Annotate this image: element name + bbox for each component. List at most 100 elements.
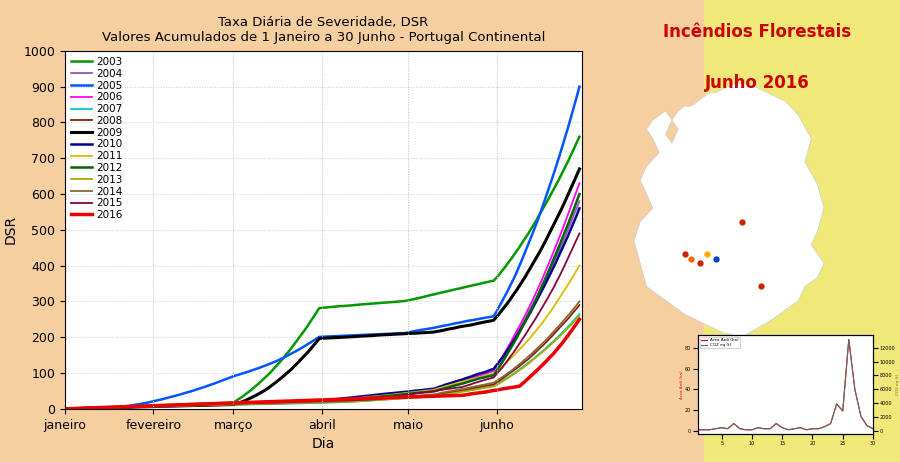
2016	[59, 406, 70, 412]
2016	[103, 405, 113, 410]
2015	[59, 406, 70, 412]
2010	[308, 399, 319, 404]
Line: 2007: 2007	[65, 314, 580, 409]
2012	[305, 398, 316, 404]
2008	[485, 382, 496, 388]
Y-axis label: CO2 eq (t): CO2 eq (t)	[896, 374, 900, 395]
2005	[103, 405, 113, 410]
Line: 2005: 2005	[65, 86, 580, 409]
2007	[59, 406, 70, 412]
2014	[308, 399, 319, 405]
2013	[103, 405, 113, 410]
2009	[103, 405, 113, 411]
2007	[137, 404, 148, 410]
Text: Taxa Diária de Severidade, DSR
Valores Acumulados de 1 Janeiro a 30 Junho - Port: Taxa Diária de Severidade, DSR Valores A…	[102, 16, 545, 44]
2011	[59, 406, 70, 412]
2016	[308, 397, 319, 403]
2008	[305, 400, 316, 405]
2012	[103, 404, 113, 410]
Text: Junho 2016: Junho 2016	[705, 74, 810, 92]
2012	[572, 199, 582, 205]
2007	[305, 401, 316, 406]
2013	[305, 400, 316, 406]
2013	[308, 400, 319, 406]
2007	[103, 405, 113, 411]
2005	[574, 84, 585, 89]
2006	[137, 403, 148, 409]
Line: 2004: 2004	[65, 201, 580, 409]
2016	[305, 397, 316, 403]
2006	[308, 398, 319, 404]
2010	[59, 406, 70, 412]
2015	[572, 237, 582, 243]
Polygon shape	[634, 83, 824, 337]
2004	[59, 406, 70, 412]
2015	[137, 404, 148, 409]
Text: Incêndios Florestais: Incêndios Florestais	[663, 23, 851, 41]
2006	[485, 369, 496, 375]
2004	[574, 198, 585, 204]
2015	[308, 398, 319, 404]
2011	[308, 397, 319, 403]
2014	[103, 405, 113, 410]
2011	[305, 397, 316, 403]
2012	[308, 398, 319, 403]
2009	[59, 406, 70, 412]
2015	[305, 398, 316, 404]
2016	[572, 321, 582, 326]
2014	[485, 381, 496, 386]
Line: 2006: 2006	[65, 183, 580, 409]
2008	[574, 302, 585, 308]
Line: 2008: 2008	[65, 305, 580, 409]
Line: 2012: 2012	[65, 194, 580, 409]
2016	[574, 316, 585, 322]
2009	[305, 346, 316, 352]
2005	[305, 340, 316, 345]
2008	[308, 400, 319, 405]
Legend: Area Ardi (ha), CO2 eq (t): Area Ardi (ha), CO2 eq (t)	[699, 337, 741, 348]
2003	[572, 140, 582, 146]
2016	[485, 388, 496, 394]
2003	[103, 404, 113, 410]
2014	[59, 406, 70, 412]
2004	[305, 398, 316, 403]
2012	[59, 406, 70, 412]
Y-axis label: DSR: DSR	[4, 215, 18, 244]
2006	[59, 406, 70, 412]
Line: 2009: 2009	[65, 169, 580, 409]
2012	[137, 403, 148, 409]
2011	[572, 267, 582, 273]
2006	[572, 188, 582, 194]
Line: 2014: 2014	[65, 301, 580, 409]
Line: 2010: 2010	[65, 208, 580, 409]
Line: 2013: 2013	[65, 316, 580, 409]
Line: 2011: 2011	[65, 266, 580, 409]
Y-axis label: Area Ardi (ha): Area Ardi (ha)	[680, 371, 684, 399]
2008	[59, 406, 70, 412]
2011	[574, 263, 585, 268]
Line: 2003: 2003	[65, 137, 580, 409]
2003	[574, 134, 585, 140]
2009	[574, 166, 585, 172]
2005	[59, 406, 70, 412]
2015	[103, 405, 113, 410]
2003	[137, 403, 148, 409]
2008	[572, 306, 582, 311]
2006	[103, 405, 113, 410]
2012	[574, 191, 585, 197]
2005	[485, 314, 496, 320]
2006	[574, 181, 585, 186]
2009	[137, 404, 148, 410]
X-axis label: Dia: Dia	[312, 437, 335, 451]
2013	[574, 313, 585, 319]
2011	[103, 404, 113, 410]
2007	[572, 315, 582, 320]
2009	[308, 343, 319, 348]
2004	[572, 206, 582, 211]
2006	[305, 398, 316, 404]
2009	[572, 173, 582, 178]
2003	[305, 318, 316, 324]
2010	[305, 399, 316, 404]
2004	[137, 403, 148, 409]
2014	[137, 404, 148, 409]
